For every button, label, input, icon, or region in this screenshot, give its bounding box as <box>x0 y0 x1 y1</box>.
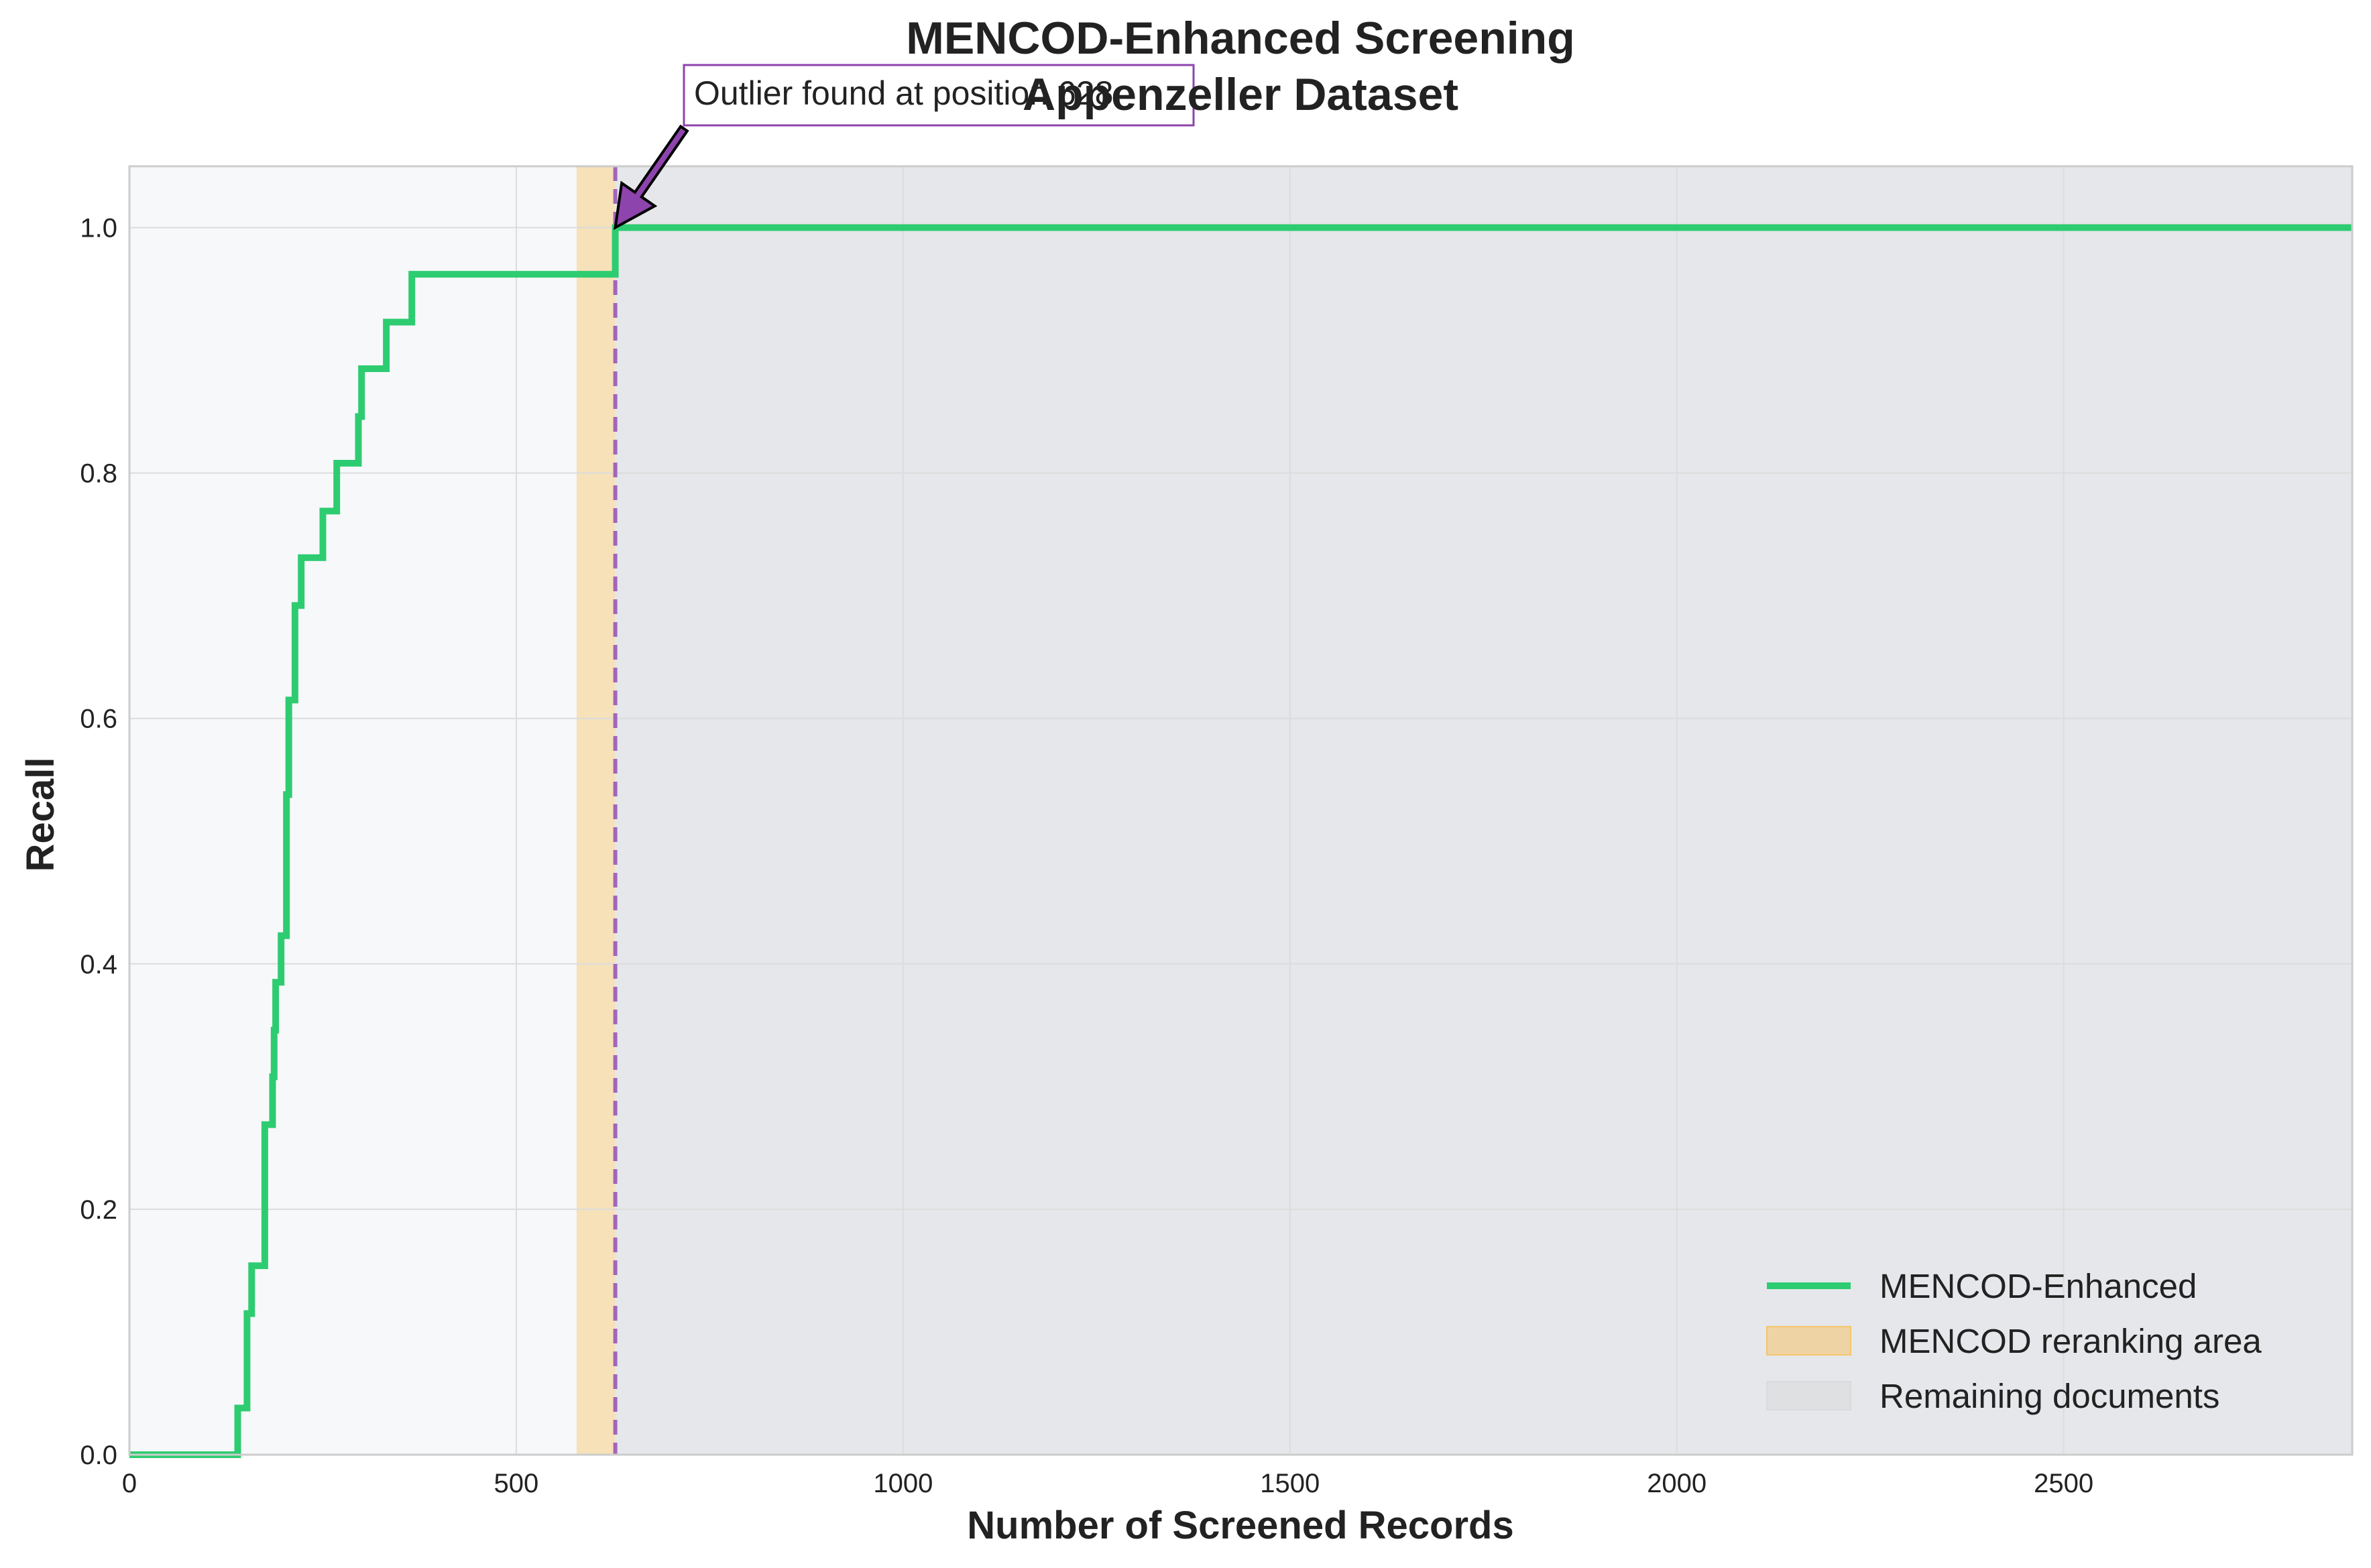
y-axis-label: Recall <box>19 758 62 872</box>
plot-frame <box>128 165 2354 1456</box>
x-axis-label: Number of Screened Records <box>967 1504 1513 1547</box>
annotation-text: Outlier found at position 628 <box>694 74 1113 112</box>
x-tick-label: 1000 <box>873 1469 933 1498</box>
reranking-area-region <box>576 166 616 1455</box>
legend-label: Remaining documents <box>1880 1377 2219 1415</box>
legend-swatch-patch <box>1766 1381 1851 1410</box>
x-tick-label: 0 <box>122 1469 137 1498</box>
annotation-box <box>683 64 1195 127</box>
chart-subtitle: Appenzeller Dataset <box>1023 69 1458 120</box>
y-tick-label: 0.8 <box>80 459 117 489</box>
annotation-arrow <box>614 124 689 231</box>
chart-title: MENCOD-Enhanced Screening <box>906 13 1575 64</box>
y-tick-label: 0.6 <box>80 705 117 734</box>
x-tick-label: 2000 <box>1647 1469 1707 1498</box>
remaining-documents-region <box>615 166 2353 1455</box>
x-tick-label: 2500 <box>2034 1469 2093 1498</box>
legend-label: MENCOD-Enhanced <box>1880 1267 2197 1305</box>
x-tick-label: 500 <box>494 1469 539 1498</box>
x-tick-label: 1500 <box>1260 1469 1320 1498</box>
y-tick-label: 0.0 <box>80 1441 117 1470</box>
y-tick-label: 1.0 <box>80 214 117 243</box>
y-tick-label: 0.2 <box>80 1195 117 1225</box>
legend-swatch-patch <box>1766 1326 1851 1355</box>
series-line-mencod-enhanced <box>129 224 2352 1458</box>
y-tick-label: 0.4 <box>80 950 117 979</box>
legend-label: MENCOD reranking area <box>1880 1322 2262 1360</box>
